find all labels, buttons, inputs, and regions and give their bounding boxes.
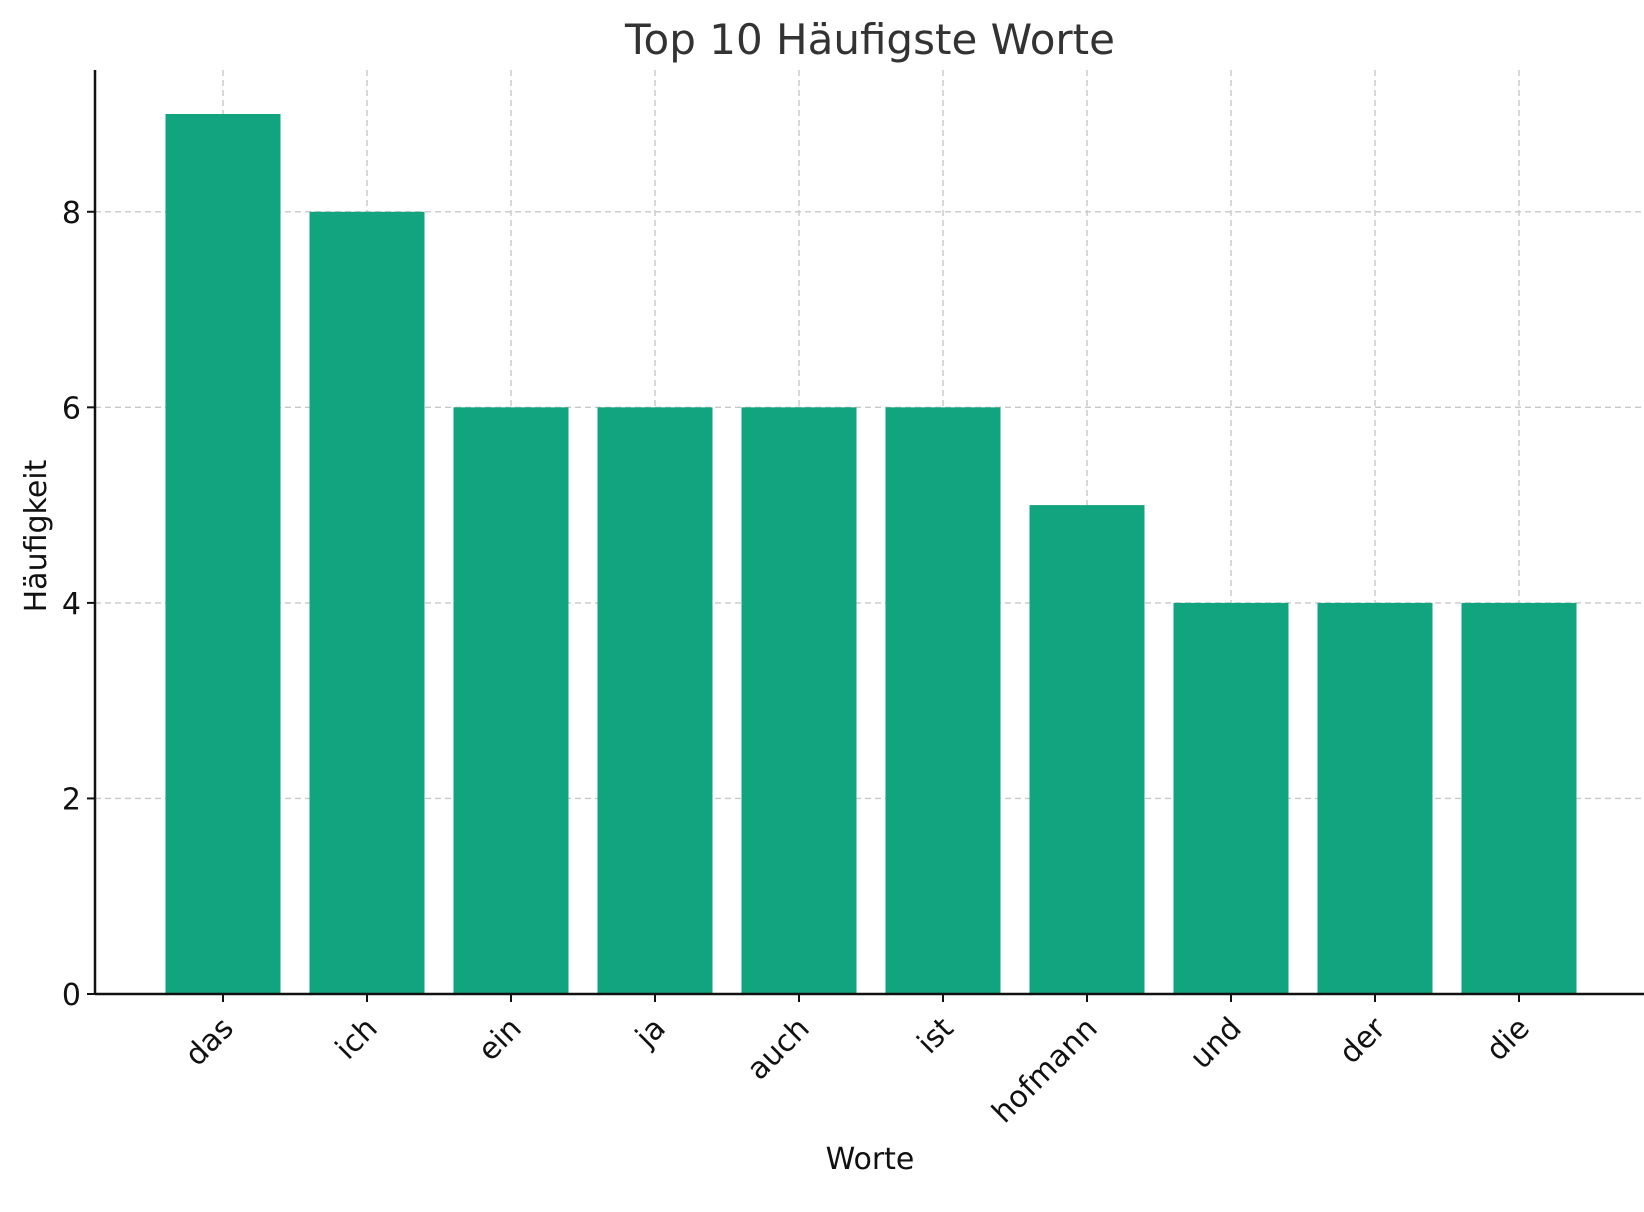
x-tick-label: ist <box>911 1011 961 1061</box>
x-axis-label: Worte <box>826 1142 915 1177</box>
x-tick-label: das <box>178 1011 240 1073</box>
x-tick-label: die <box>1479 1011 1536 1068</box>
bar-ja <box>597 407 713 994</box>
x-ticks: das ich ein ja auch ist hofmann und der die <box>178 994 1537 1130</box>
bar-die <box>1461 602 1577 994</box>
y-axis-label: Häufigkeit <box>19 459 54 612</box>
bar-das <box>165 114 281 994</box>
axes <box>93 70 1644 996</box>
x-tick-label: ja <box>628 1011 672 1055</box>
y-ticks: 0 2 4 6 8 <box>62 196 95 1013</box>
chart-title: Top 10 Häufigste Worte <box>624 15 1115 64</box>
x-tick-label: und <box>1184 1011 1249 1076</box>
bar-ich <box>309 211 425 994</box>
x-tick-label: ich <box>329 1011 385 1067</box>
bar-auch <box>741 407 857 994</box>
y-tick-label: 8 <box>62 196 81 231</box>
y-tick-label: 6 <box>62 391 81 426</box>
bar-der <box>1317 602 1433 994</box>
x-tick-label: der <box>1333 1010 1393 1070</box>
x-tick-label: auch <box>740 1011 816 1087</box>
y-tick-label: 0 <box>62 978 81 1013</box>
x-tick-label: ein <box>472 1011 529 1068</box>
y-tick-label: 4 <box>62 587 81 622</box>
bar-und <box>1173 602 1289 994</box>
y-tick-label: 2 <box>62 782 81 817</box>
bars <box>165 114 1577 994</box>
x-tick-label: hofmann <box>985 1011 1104 1130</box>
bar-ein <box>453 407 569 994</box>
bar-hofmann <box>1029 505 1145 994</box>
bar-ist <box>885 407 1001 994</box>
